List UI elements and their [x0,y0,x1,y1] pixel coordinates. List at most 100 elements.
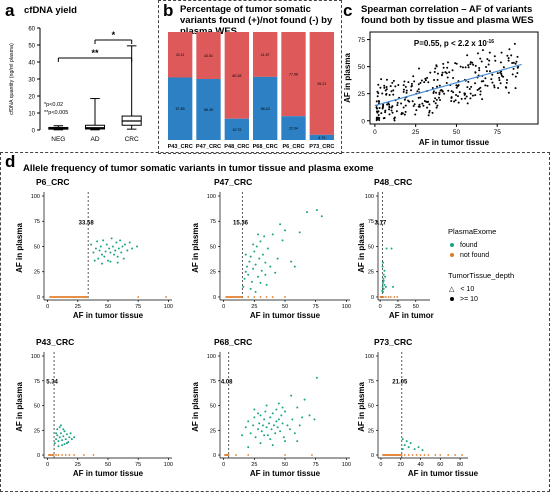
not-found-point [381,296,384,298]
scatter-point [402,90,405,93]
panel-a-label: a [5,1,15,20]
bar-found [309,134,335,140]
y-axis-label: AF in plasma [15,382,24,432]
found-point [126,249,129,252]
y-tick-label: 60 [28,27,35,33]
found-point [68,436,71,439]
panel-a-title: cfDNA yield [24,5,77,16]
x-tick-label: 75 [313,462,319,468]
scatter-point [417,96,420,99]
scatter-point [413,80,416,83]
found-point [105,243,108,246]
not-found-point [64,454,67,456]
found-point [284,229,286,232]
scatter-point [481,49,484,52]
scatter-point [412,104,415,107]
found-point [265,426,268,429]
chart-d-P47: P47_CRC 0 25 50 75 100 0 25 50 75 100 AF in tumor t… [191,177,351,320]
scatter-point [390,90,393,93]
bar-not-found [252,32,278,77]
panel-c-title: Spearman correlation – AF of variants fo… [361,4,534,26]
found-point [277,402,280,405]
threshold-label: 21.05 [392,380,408,386]
scatter-point [510,54,513,57]
found-point [293,432,296,435]
scatter-point [497,87,500,90]
scatter-point [469,97,472,100]
bar-label-not-found: 42.11 [176,53,185,57]
scatter-point [427,114,430,117]
scatter-point [457,101,460,104]
chart-d-P6: P6_CRC 0 25 50 75 100 0 25 50 75 100 AF in tumor ti… [15,177,173,320]
not-found-point [427,454,430,456]
found-point [282,436,285,439]
scatter-point [435,85,438,88]
correlation-annotation: P=0.55, p < 2.2 x 10-16 [414,39,494,48]
found-point [244,426,247,429]
y-tick-label: 0 [371,295,374,301]
bar-not-found [309,32,335,135]
scatter-point [391,105,394,108]
scatter-point [482,80,485,83]
x-axis-label: AF in tumor tissue [408,469,479,478]
y-axis-label: AF in plasma [15,223,24,273]
y-tick-label: 100 [365,354,374,360]
category-label: P47_CRC [196,144,221,150]
found-point [257,233,260,236]
scatter-point [468,88,471,91]
found-point [269,265,272,268]
scatter-point [493,84,496,87]
scatter-point [453,100,456,103]
scatter-point [452,91,455,94]
scatter-point [479,93,482,96]
y-axis-label: cfDNA quantity (ng/ml plasma) [9,43,15,115]
bar-label-not-found: 41.57 [261,53,270,57]
legend-ge-dot [450,297,454,301]
not-found-point [247,296,250,298]
scatter-point [412,75,415,78]
x-tick-label: 25 [251,304,257,310]
scatter-point [384,111,387,114]
not-found-point [241,296,243,298]
x-tick-label: 0 [379,462,382,468]
found-point [286,424,289,427]
threshold-label: 15.36 [233,220,249,226]
legend-lt: △ < 10 [448,284,514,294]
scatter-point [455,86,458,89]
subplot-title: P47_CRC [214,177,252,187]
found-point [58,436,61,439]
bar-not-found [167,32,193,78]
found-point [96,240,99,243]
bar-found [167,77,193,140]
x-tick-label: 75 [135,462,141,468]
panel-d-label: d [5,152,16,171]
found-point [266,434,269,437]
scatter-point [506,54,509,57]
legend: PlasmaExome found not found TumorTissue_… [448,226,514,304]
found-point [249,432,252,435]
scatter-point [380,78,383,81]
scatter-point [416,90,419,93]
found-point [257,412,260,415]
x-tick-label: 80 [457,462,463,468]
scatter-point [434,97,437,100]
chart-a: 0 10 20 30 40 50 60 cfDNA quantity (ng/ml plasm… [9,27,142,143]
y-tick-label: 25 [34,428,40,434]
scatter-point [417,88,420,91]
found-point [115,241,118,244]
subplot-title: P43_CRC [36,337,74,347]
found-point [298,424,301,427]
scatter-point [458,91,461,94]
scatter-point [438,91,441,94]
scatter-point [423,81,426,84]
y-axis-label: AF in plasma [357,382,366,432]
scatter-point [385,92,388,95]
found-point [62,428,65,431]
scatter-point [387,102,390,105]
found-point [270,428,273,431]
scatter-point [498,79,501,82]
bar-label-found: 57.89 [176,107,185,111]
scatter-point [410,89,413,92]
y-tick-label: 0 [213,453,216,459]
y-axis-label: AF in plasma [191,382,200,432]
